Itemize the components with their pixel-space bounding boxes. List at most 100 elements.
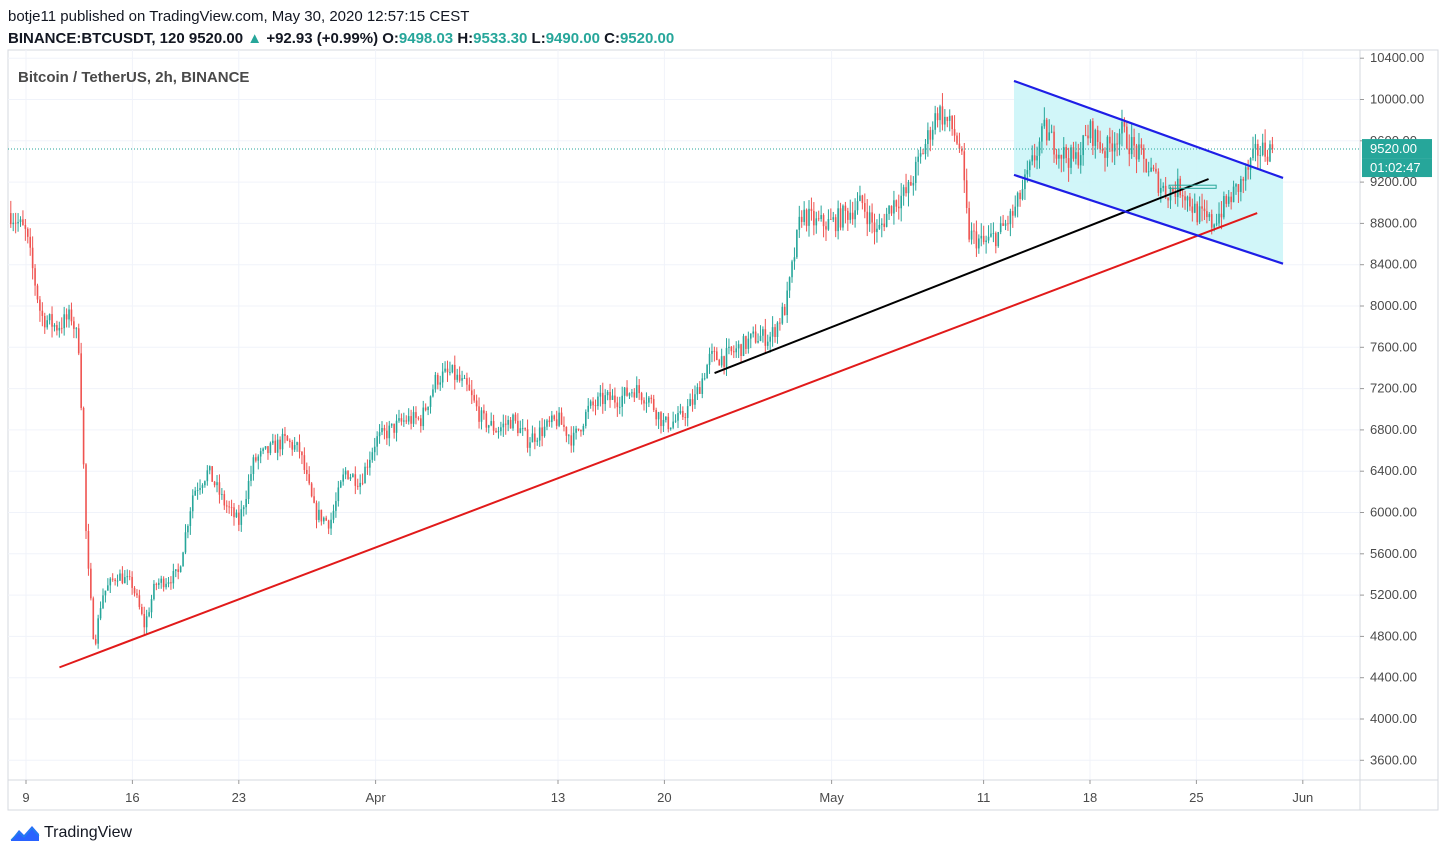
candle[interactable]	[1242, 176, 1245, 194]
candle[interactable]	[1062, 137, 1065, 172]
candle[interactable]	[679, 403, 682, 415]
candle[interactable]	[1055, 148, 1058, 165]
candle[interactable]	[403, 412, 405, 427]
candle[interactable]	[529, 437, 531, 457]
price-axis[interactable]: 3600.00 4000.00 4400.00 4800.00 5200.00 5600.…	[1360, 50, 1424, 767]
candle[interactable]	[825, 221, 827, 241]
candle[interactable]	[1145, 158, 1148, 173]
candle[interactable]	[1043, 107, 1046, 129]
candle[interactable]	[332, 504, 335, 524]
candle[interactable]	[800, 210, 803, 228]
candle[interactable]	[640, 391, 643, 405]
candle[interactable]	[116, 574, 119, 587]
candle[interactable]	[905, 173, 907, 197]
candle[interactable]	[1215, 213, 1218, 227]
candle[interactable]	[48, 313, 51, 325]
candle[interactable]	[1218, 202, 1220, 227]
candle[interactable]	[150, 594, 153, 619]
candle[interactable]	[111, 573, 114, 582]
candle[interactable]	[786, 281, 788, 323]
candle[interactable]	[223, 490, 226, 510]
candle[interactable]	[757, 333, 759, 344]
candle[interactable]	[480, 407, 483, 430]
candle[interactable]	[720, 348, 723, 368]
candle[interactable]	[412, 406, 415, 428]
candle[interactable]	[1252, 136, 1254, 161]
candle[interactable]	[1230, 191, 1232, 210]
candle[interactable]	[885, 207, 888, 228]
candle[interactable]	[170, 576, 172, 590]
candle[interactable]	[272, 433, 274, 445]
candle[interactable]	[1152, 164, 1155, 172]
candle[interactable]	[844, 201, 847, 224]
candle[interactable]	[555, 410, 558, 430]
candle[interactable]	[119, 569, 121, 581]
candle[interactable]	[849, 199, 852, 224]
candle[interactable]	[417, 416, 420, 421]
candle[interactable]	[1235, 183, 1237, 195]
candle[interactable]	[1038, 137, 1041, 169]
candle[interactable]	[349, 473, 352, 481]
candle[interactable]	[526, 419, 529, 453]
candle[interactable]	[490, 412, 492, 427]
candle[interactable]	[298, 434, 301, 459]
candle[interactable]	[548, 416, 551, 427]
candle[interactable]	[373, 437, 376, 461]
candle[interactable]	[766, 334, 769, 350]
candle[interactable]	[97, 614, 99, 649]
candle[interactable]	[699, 381, 701, 394]
candle[interactable]	[320, 509, 323, 526]
candle[interactable]	[216, 475, 218, 493]
candle[interactable]	[1033, 143, 1036, 168]
candle[interactable]	[155, 582, 158, 591]
candle[interactable]	[888, 205, 890, 220]
candle[interactable]	[1196, 201, 1198, 226]
candle[interactable]	[289, 438, 291, 448]
candle[interactable]	[621, 386, 623, 417]
candle[interactable]	[517, 413, 519, 437]
candle[interactable]	[92, 596, 95, 640]
candle[interactable]	[1198, 196, 1201, 225]
candle[interactable]	[128, 570, 131, 581]
candle[interactable]	[255, 453, 257, 463]
candle[interactable]	[1070, 144, 1072, 175]
candle[interactable]	[936, 107, 939, 128]
candle[interactable]	[992, 222, 995, 243]
candle[interactable]	[63, 306, 65, 336]
candle[interactable]	[315, 500, 318, 529]
candle[interactable]	[1094, 128, 1097, 159]
candle[interactable]	[735, 341, 738, 358]
candle[interactable]	[597, 392, 599, 410]
candle[interactable]	[1031, 145, 1034, 166]
candle[interactable]	[1012, 204, 1014, 228]
candle[interactable]	[371, 447, 374, 463]
candle[interactable]	[1096, 125, 1099, 149]
candle[interactable]	[509, 416, 512, 429]
candle[interactable]	[689, 393, 691, 407]
candle[interactable]	[999, 216, 1002, 235]
candle[interactable]	[1104, 147, 1106, 172]
candle[interactable]	[667, 413, 670, 433]
candle[interactable]	[213, 480, 216, 488]
candle[interactable]	[1257, 139, 1259, 170]
candle[interactable]	[674, 414, 677, 423]
candle[interactable]	[1201, 193, 1203, 222]
candle[interactable]	[672, 411, 674, 430]
candle[interactable]	[883, 213, 886, 232]
candle[interactable]	[22, 210, 24, 226]
candle[interactable]	[682, 406, 684, 420]
candle[interactable]	[851, 201, 854, 225]
candle[interactable]	[662, 413, 665, 432]
candle[interactable]	[1223, 191, 1225, 220]
candle[interactable]	[854, 198, 856, 228]
candle[interactable]	[941, 93, 944, 131]
candle[interactable]	[633, 388, 636, 402]
candle[interactable]	[866, 199, 869, 237]
candle[interactable]	[245, 490, 247, 515]
candle[interactable]	[783, 303, 786, 316]
candle[interactable]	[623, 387, 626, 404]
candle[interactable]	[252, 454, 255, 481]
candle[interactable]	[931, 121, 934, 146]
candle[interactable]	[478, 397, 480, 429]
candle[interactable]	[519, 420, 522, 434]
